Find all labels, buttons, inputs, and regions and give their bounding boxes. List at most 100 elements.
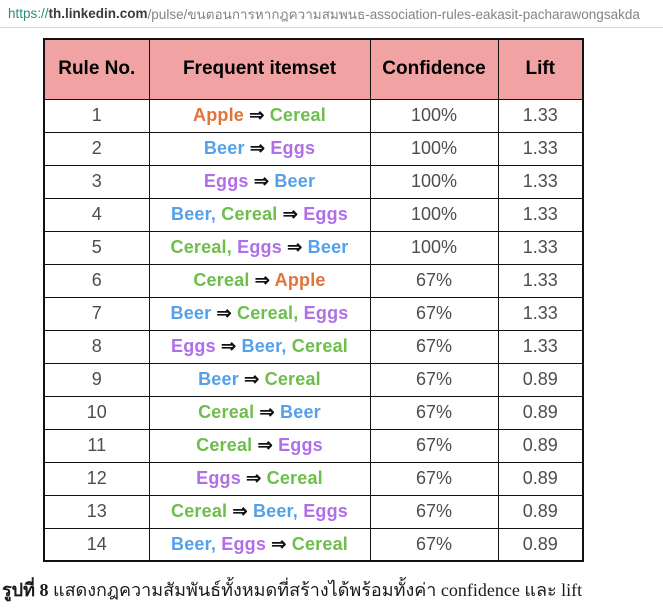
- lift-cell: 0.89: [497, 527, 584, 562]
- item-eggs: Eggs: [278, 435, 323, 455]
- item-eggs: Eggs: [196, 468, 241, 488]
- item-beer: Beer: [171, 533, 211, 554]
- item-apple: Apple: [193, 105, 245, 125]
- lift-cell: 0.89: [497, 494, 584, 529]
- item-beer: Beer: [280, 402, 321, 422]
- confidence-cell: 67%: [369, 395, 499, 430]
- table-row: 8 Eggs ⇒ Beer, Cereal 67% 1.33: [43, 329, 584, 364]
- item-eggs: Eggs: [221, 533, 267, 554]
- confidence-cell: 100%: [369, 131, 499, 166]
- item-beer: Beer: [307, 237, 349, 257]
- figure-caption-text: แสดงกฎความสัมพันธ์ทั้งหมดที่สร้างได้พร้อ…: [48, 580, 583, 600]
- item-beer: Beer: [203, 138, 245, 158]
- confidence-cell: 67%: [369, 329, 499, 364]
- implies-arrow: ⇒: [227, 501, 253, 521]
- column-header-0: Rule No.: [43, 38, 150, 100]
- rule-number-cell: 2: [43, 131, 150, 166]
- lift-cell: 0.89: [497, 461, 584, 496]
- figure-caption-label: รูปที่ 8: [2, 580, 49, 600]
- table-row: 9 Beer ⇒ Cereal 67% 0.89: [43, 362, 584, 397]
- itemset-cell: Beer, Cereal ⇒ Eggs: [148, 197, 371, 232]
- implies-arrow: ⇒: [266, 533, 292, 554]
- table-row: 5 Cereal, Eggs ⇒ Beer 100% 1.33: [43, 230, 584, 265]
- implies-arrow: ⇒: [248, 171, 275, 191]
- lift-cell: 1.33: [497, 197, 584, 232]
- confidence-cell: 100%: [369, 164, 499, 199]
- url-path: /pulse/ขนตอนการหากฎความสมพนธ-association…: [147, 6, 640, 22]
- item-cereal: Cereal: [269, 105, 326, 125]
- table-row: 2 Beer ⇒ Eggs 100% 1.33: [43, 131, 584, 166]
- implies-arrow: ⇒: [254, 402, 281, 422]
- lift-cell: 1.33: [497, 329, 584, 364]
- confidence-cell: 100%: [369, 197, 499, 232]
- itemset-cell: Apple ⇒ Cereal: [148, 98, 371, 133]
- association-rules-table: Rule No. Frequent itemset Confidence Lift 1…: [43, 38, 584, 562]
- confidence-cell: 67%: [369, 461, 499, 496]
- rule-number-cell: 3: [43, 164, 150, 199]
- item-beer: Beer: [274, 171, 316, 191]
- implies-arrow: ⇒: [252, 435, 279, 455]
- item-eggs: Eggs: [303, 501, 348, 521]
- table-row: 3 Eggs ⇒ Beer 100% 1.33: [43, 164, 584, 199]
- itemset-cell: Cereal ⇒ Apple: [148, 263, 371, 298]
- item-cereal: Cereal: [266, 468, 323, 488]
- url-scheme: https://: [8, 6, 49, 21]
- lift-cell: 1.33: [497, 98, 584, 133]
- item-beer: Beer: [198, 369, 239, 389]
- itemset-cell: Eggs ⇒ Beer: [148, 164, 371, 199]
- implies-arrow: ⇒: [215, 336, 242, 356]
- rules-tbody: 1 Apple ⇒ Cereal 100% 1.33 2 Beer ⇒ Eggs 100% 1…: [43, 98, 584, 562]
- rule-number-cell: 9: [43, 362, 150, 397]
- lift-cell: 1.33: [497, 230, 584, 265]
- item-beer: Beer: [252, 501, 293, 521]
- itemset-cell: Cereal ⇒ Eggs: [148, 428, 371, 463]
- item-eggs: Eggs: [203, 171, 249, 191]
- implies-arrow: ⇒: [277, 204, 304, 224]
- table-row: 12 Eggs ⇒ Cereal 67% 0.89: [43, 461, 584, 496]
- item-cereal: Cereal: [291, 533, 348, 554]
- lift-cell: 0.89: [497, 395, 584, 430]
- rule-number-cell: 6: [43, 263, 150, 298]
- itemset-cell: Beer ⇒ Cereal, Eggs: [148, 296, 371, 331]
- lift-cell: 0.89: [497, 362, 584, 397]
- implies-arrow: ⇒: [244, 105, 270, 125]
- item-cereal: Cereal: [193, 270, 250, 290]
- table-row: 11 Cereal ⇒ Eggs 67% 0.89: [43, 428, 584, 463]
- itemset-cell: Beer, Eggs ⇒ Cereal: [148, 527, 371, 562]
- address-bar[interactable]: https://th.linkedin.com/pulse/ขนตอนการหา…: [0, 0, 663, 28]
- item-cereal: Cereal: [198, 402, 255, 422]
- item-cereal: Cereal: [221, 204, 278, 224]
- confidence-cell: 100%: [369, 98, 499, 133]
- implies-arrow: ⇒: [249, 270, 275, 290]
- lift-cell: 1.33: [497, 263, 584, 298]
- table-row: 7 Beer ⇒ Cereal, Eggs 67% 1.33: [43, 296, 584, 331]
- item-cereal: Cereal: [171, 501, 228, 521]
- lift-cell: 1.33: [497, 296, 584, 331]
- implies-arrow: ⇒: [211, 303, 238, 323]
- column-header-1: Frequent itemset: [148, 38, 371, 100]
- rule-number-cell: 5: [43, 230, 150, 265]
- rule-number-cell: 1: [43, 98, 150, 133]
- item-apple: Apple: [274, 270, 326, 290]
- rule-number-cell: 10: [43, 395, 150, 430]
- itemset-cell: Eggs ⇒ Cereal: [148, 461, 371, 496]
- figure-caption: รูปที่ 8 แสดงกฎความสัมพันธ์ทั้งหมดที่สร้…: [2, 575, 663, 604]
- item-cereal: Cereal: [264, 369, 321, 389]
- item-eggs: Eggs: [270, 138, 316, 158]
- confidence-cell: 67%: [369, 263, 499, 298]
- rule-number-cell: 4: [43, 197, 150, 232]
- itemset-cell: Cereal, Eggs ⇒ Beer: [148, 230, 371, 265]
- confidence-cell: 100%: [369, 230, 499, 265]
- rule-number-cell: 13: [43, 494, 150, 529]
- itemset-cell: Beer ⇒ Eggs: [148, 131, 371, 166]
- rule-number-cell: 8: [43, 329, 150, 364]
- item-cereal: Cereal: [291, 336, 348, 356]
- rule-number-cell: 7: [43, 296, 150, 331]
- item-beer: Beer: [241, 336, 282, 356]
- rule-number-cell: 11: [43, 428, 150, 463]
- rule-number-cell: 12: [43, 461, 150, 496]
- confidence-cell: 67%: [369, 428, 499, 463]
- table-row: 13 Cereal ⇒ Beer, Eggs 67% 0.89: [43, 494, 584, 529]
- url-host: th.linkedin.com: [48, 6, 148, 21]
- confidence-cell: 67%: [369, 494, 499, 529]
